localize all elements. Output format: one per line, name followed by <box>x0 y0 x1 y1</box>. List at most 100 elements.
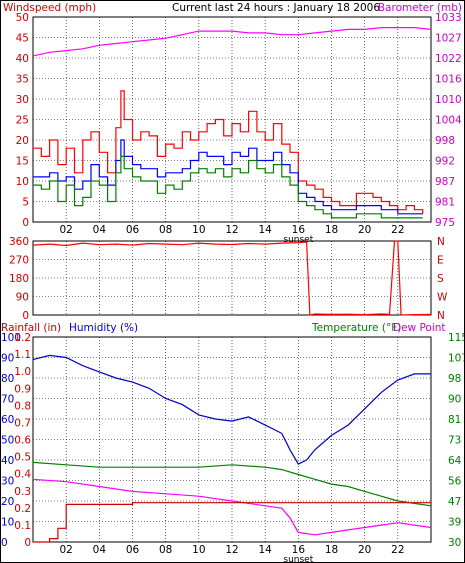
wind-header-left: Windspeed (mph) <box>3 2 96 14</box>
temperature-y-tick: 107 <box>448 353 465 365</box>
climate-series-temperature <box>32 461 432 507</box>
direction-y-tick: 180 <box>9 273 29 285</box>
rainfall-y-tick: 0.7 <box>14 417 31 429</box>
wind-y-tick: 45 <box>16 33 29 45</box>
direction-compass-tick: W <box>437 292 448 304</box>
wind-x-tick: 18 <box>325 224 338 236</box>
temperature-y-tick: 56 <box>448 476 462 488</box>
wind-x-tick: 02 <box>59 224 72 236</box>
direction-compass-tick: N <box>437 310 445 322</box>
climate-x-tick: 06 <box>126 544 140 556</box>
climate-x-tick: 20 <box>358 544 371 556</box>
wind-x-tick: 12 <box>225 224 238 236</box>
climate-x-tick: 22 <box>391 544 404 556</box>
barometer-y-tick: 1027 <box>435 33 462 45</box>
rainfall-y-tick: 1.2 <box>14 332 31 344</box>
humidity-y-tick: 0 <box>1 537 8 549</box>
barometer-y-tick: 987 <box>435 176 455 188</box>
temperature-y-tick: 81 <box>448 414 461 426</box>
wind-x-tick: 08 <box>159 224 172 236</box>
wind-series-average <box>33 139 423 215</box>
temperature-y-tick: 30 <box>448 537 461 549</box>
barometer-y-tick: 975 <box>435 217 455 229</box>
climate-series-humidity <box>32 354 431 465</box>
wind-sunset-label: sunset <box>283 235 313 245</box>
rainfall-header: Rainfall (in) <box>1 322 61 334</box>
humidity-y-tick: 30 <box>1 476 14 488</box>
temperature-y-tick: 39 <box>448 517 461 529</box>
direction-y-tick: 270 <box>9 255 29 267</box>
temperature-y-tick: 47 <box>448 496 461 508</box>
temperature-header: Temperature (°F) <box>311 322 401 334</box>
temperature-y-tick: 98 <box>448 373 461 385</box>
climate-x-tick: 12 <box>225 544 238 556</box>
wind-y-tick: 15 <box>16 156 29 168</box>
direction-y-tick: 90 <box>16 292 29 304</box>
climate-x-tick: 02 <box>59 544 72 556</box>
wind-x-tick: 14 <box>258 224 272 236</box>
humidity-y-tick: 70 <box>1 394 14 406</box>
barometer-y-tick: 998 <box>435 135 455 147</box>
rainfall-y-tick: 0.5 <box>14 452 31 464</box>
rainfall-y-tick: 1.1 <box>14 349 31 361</box>
humidity-y-tick: 80 <box>1 373 14 385</box>
wind-chart: 0510152025303540455097598198799299810041… <box>16 12 462 245</box>
wind-x-tick: 10 <box>192 224 205 236</box>
wind-y-tick: 5 <box>22 197 29 209</box>
direction-compass-tick: S <box>437 273 444 285</box>
temperature-y-tick: 64 <box>448 455 462 467</box>
direction-series <box>32 240 432 316</box>
rainfall-y-tick: 0.8 <box>14 400 31 412</box>
humidity-y-tick: 100 <box>1 332 21 344</box>
wind-x-tick: 16 <box>292 224 306 236</box>
humidity-y-tick: 40 <box>1 455 14 467</box>
wind-y-tick: 35 <box>16 74 29 86</box>
wind-x-tick: 06 <box>126 224 140 236</box>
wind-y-tick: 40 <box>16 53 29 65</box>
wind-x-tick: 04 <box>93 224 107 236</box>
barometer-y-tick: 1010 <box>435 94 462 106</box>
humidity-y-tick: 20 <box>1 496 14 508</box>
climate-x-tick: 18 <box>325 544 338 556</box>
climate-sunset-label: sunset <box>283 555 313 563</box>
barometer-y-tick: 1016 <box>435 74 462 86</box>
barometer-y-tick: 981 <box>435 197 455 209</box>
temperature-y-tick: 90 <box>448 394 461 406</box>
wind-series-gust <box>33 90 424 214</box>
wind-y-tick: 20 <box>16 135 29 147</box>
climate-x-tick: 10 <box>192 544 205 556</box>
climate-chart: 0 10 20 30 40 50 60 70 80 90 100 0 0.1 0.2 0.3 0.4 0.5 0.… <box>1 332 465 563</box>
wind-x-tick: 20 <box>358 224 371 236</box>
wind-series-low <box>33 155 423 219</box>
barometer-y-tick: 992 <box>435 156 455 168</box>
rainfall-y-tick: 0.4 <box>14 469 31 481</box>
rainfall-y-tick: 0.2 <box>14 503 31 515</box>
wind-y-tick: 25 <box>16 115 29 127</box>
direction-y-tick: 0 <box>22 310 29 322</box>
humidity-header: Humidity (%) <box>69 322 138 334</box>
temperature-y-tick: 73 <box>448 435 461 447</box>
humidity-y-tick: 10 <box>1 517 14 529</box>
climate-x-tick: 14 <box>258 544 272 556</box>
direction-compass-tick: N <box>437 236 445 248</box>
climate-series-rainfall <box>33 502 431 543</box>
humidity-y-tick: 90 <box>1 353 14 365</box>
climate-x-tick: 08 <box>159 544 172 556</box>
direction-compass-tick: E <box>437 255 444 267</box>
rainfall-y-tick: 0 <box>24 537 31 549</box>
temperature-y-tick: 115 <box>448 332 465 344</box>
humidity-y-tick: 60 <box>1 414 14 426</box>
humidity-y-tick: 50 <box>1 435 14 447</box>
rainfall-y-tick: 1.0 <box>14 366 31 378</box>
wind-y-tick: 30 <box>16 94 29 106</box>
climate-series-dew-point <box>32 478 432 536</box>
wind-series-barometer <box>32 27 432 57</box>
barometer-y-tick: 1004 <box>435 115 462 127</box>
wind-y-tick: 50 <box>16 12 29 24</box>
barometer-y-tick: 1022 <box>435 53 462 65</box>
barometer-y-tick: 1033 <box>435 12 462 24</box>
